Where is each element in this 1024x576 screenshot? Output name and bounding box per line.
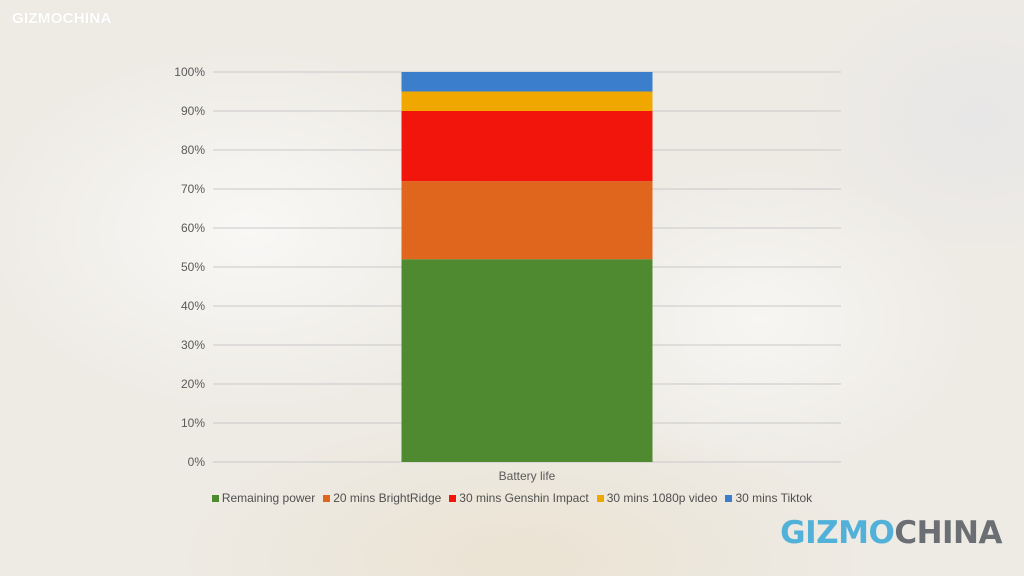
y-tick-label: 30%: [181, 338, 205, 352]
legend-label: 30 mins Genshin Impact: [459, 491, 589, 505]
legend-label: 30 mins Tiktok: [735, 491, 813, 505]
y-tick-label: 0%: [188, 455, 206, 469]
legend-swatch: [725, 494, 733, 502]
legend-swatch: [449, 494, 457, 502]
legend-item: 30 mins Tiktok: [725, 491, 812, 505]
bar-segment-5: [401, 72, 653, 92]
y-tick-label: 40%: [181, 299, 205, 313]
y-tick-label: 100%: [174, 65, 205, 79]
brand-logo-part1: GIZMO: [780, 515, 895, 551]
legend-label: 20 mins BrightRidge: [333, 491, 442, 505]
x-axis-categories: Battery life: [499, 469, 556, 483]
y-tick-label: 90%: [181, 104, 205, 118]
bars: [401, 72, 653, 462]
y-axis-ticks: 0% 10% 20% 30% 40% 50% 60% 70% 80% 90% 100%: [174, 65, 205, 469]
brand-logo-part2: CHINA: [894, 515, 1002, 551]
y-tick-label: 50%: [181, 260, 205, 274]
legend-label: 30 mins 1080p video: [606, 491, 718, 505]
legend-label: Remaining power: [221, 491, 316, 505]
bar-segment-3: [401, 111, 653, 182]
legend: Remaining power 20 mins BrightRidge 30 min…: [0, 491, 1024, 505]
bar-segment-2: [401, 181, 653, 260]
watermark-logo: GIZMOCHINA: [12, 10, 112, 27]
y-tick-label: 60%: [181, 221, 205, 235]
legend-item: 20 mins BrightRidge: [323, 491, 441, 505]
y-tick-label: 80%: [181, 143, 205, 157]
brand-logo: GIZMOCHINA: [780, 515, 1002, 551]
bar-segment-1: [401, 259, 653, 462]
legend-swatch: [596, 494, 604, 502]
legend-swatch: [211, 494, 219, 502]
legend-item: 30 mins Genshin Impact: [449, 491, 589, 505]
legend-swatch: [323, 494, 331, 502]
bar-segment-4: [401, 91, 653, 111]
y-tick-label: 70%: [181, 182, 205, 196]
legend-item: Remaining power: [211, 491, 316, 505]
y-tick-label: 10%: [181, 416, 205, 430]
y-tick-label: 20%: [181, 377, 205, 391]
category-label: Battery life: [499, 469, 556, 483]
legend-item: 30 mins 1080p video: [596, 491, 718, 505]
